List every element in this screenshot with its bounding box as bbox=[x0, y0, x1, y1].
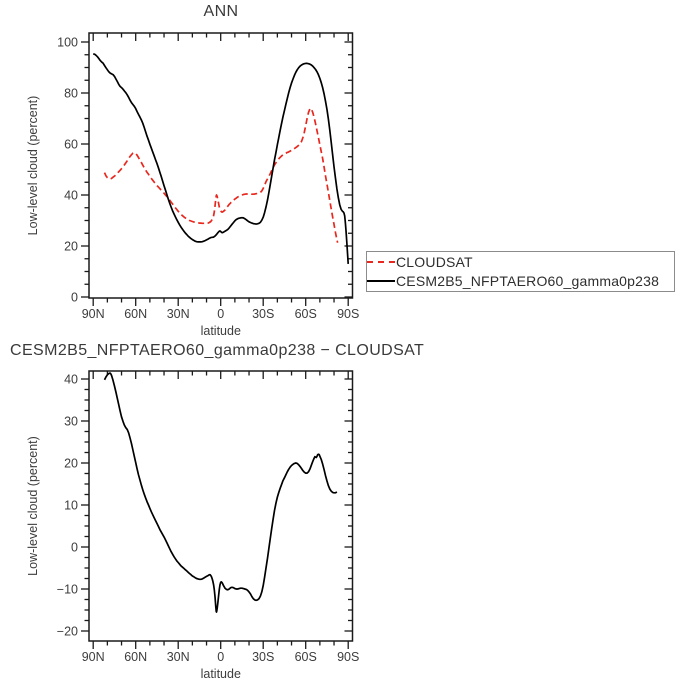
x-tick-label: 30S bbox=[252, 650, 274, 664]
y-tick-label: 60 bbox=[64, 138, 78, 152]
x-tick-label: 30N bbox=[167, 650, 190, 664]
y-tick-label: 30 bbox=[64, 415, 78, 429]
legend-label-cloudsat: CLOUDSAT bbox=[396, 254, 473, 270]
x-tick-label: 60S bbox=[295, 307, 317, 321]
plot-frame bbox=[88, 370, 354, 642]
y-tick-label: 80 bbox=[64, 87, 78, 101]
legend-entry-model: CESM2B5_NFPTAERO60_gamma0p238 bbox=[367, 272, 674, 290]
legend-label-model: CESM2B5_NFPTAERO60_gamma0p238 bbox=[396, 273, 660, 289]
x-tick-label: 60N bbox=[124, 650, 147, 664]
y-tick-label: 40 bbox=[64, 373, 78, 387]
y-tick-label: 20 bbox=[64, 457, 78, 471]
x-axis-label: latitude bbox=[201, 324, 241, 338]
x-tick-label: 30N bbox=[167, 307, 190, 321]
y-tick-label: 10 bbox=[64, 499, 78, 513]
y-tick-label: 40 bbox=[64, 189, 78, 203]
dashed-line-sample-icon bbox=[367, 261, 395, 263]
x-tick-label: 0 bbox=[217, 307, 224, 321]
x-tick-label: 60N bbox=[124, 307, 147, 321]
legend: CLOUDSAT CESM2B5_NFPTAERO60_gamma0p238 bbox=[366, 251, 675, 292]
y-tick-label: 20 bbox=[64, 240, 78, 254]
y-tick-label: −20 bbox=[57, 625, 78, 639]
x-tick-label: 90S bbox=[337, 650, 359, 664]
y-axis-label: Low-level cloud (percent) bbox=[26, 436, 40, 576]
bottom-chart-title: CESM2B5_NFPTAERO60_gamma0p238 − CLOUDSAT bbox=[10, 342, 425, 359]
series-solid bbox=[93, 53, 350, 264]
y-tick-label: −10 bbox=[57, 583, 78, 597]
x-tick-label: 60S bbox=[295, 650, 317, 664]
legend-entry-cloudsat: CLOUDSAT bbox=[367, 253, 674, 271]
x-tick-label: 30S bbox=[252, 307, 274, 321]
solid-line-sample-icon bbox=[367, 280, 395, 282]
y-axis-label: Low-level cloud (percent) bbox=[26, 96, 40, 236]
x-tick-label: 90S bbox=[337, 307, 359, 321]
x-axis-label: latitude bbox=[201, 667, 241, 681]
x-tick-label: 90N bbox=[82, 650, 105, 664]
x-tick-label: 0 bbox=[217, 650, 224, 664]
y-tick-label: 0 bbox=[71, 291, 78, 305]
y-tick-label: 0 bbox=[71, 541, 78, 555]
y-tick-label: 100 bbox=[57, 36, 78, 50]
series-solid bbox=[103, 372, 338, 613]
top-chart-title: ANN bbox=[203, 3, 239, 20]
x-tick-label: 90N bbox=[82, 307, 105, 321]
series-dashed bbox=[103, 107, 339, 243]
